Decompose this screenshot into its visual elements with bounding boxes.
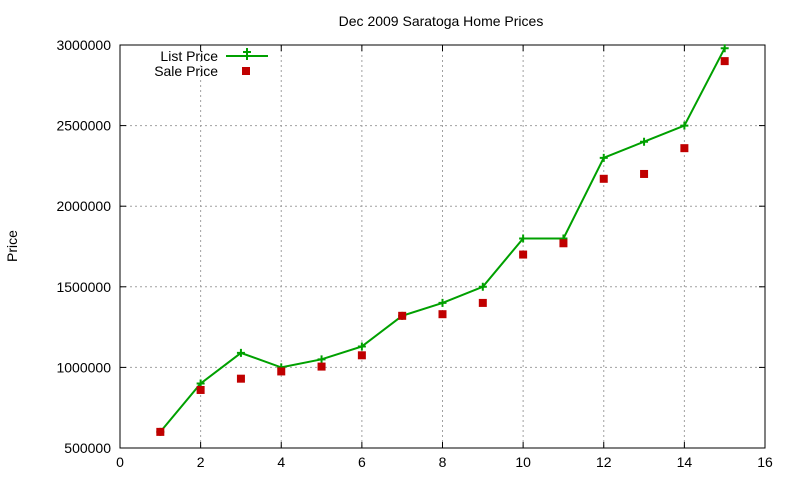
- sale-price-point: [680, 144, 689, 153]
- sale-price-point: [277, 367, 286, 376]
- axis-ticks: 0 2 4 6 8 10 12 14 16 500000 1000000 1500000 2000000…: [56, 37, 773, 470]
- x-tick-label: 14: [677, 454, 693, 470]
- sale-price-point: [156, 427, 165, 436]
- list-price-point: [680, 121, 689, 130]
- sale-price-point: [236, 374, 245, 383]
- y-tick-label: 500000: [64, 440, 111, 456]
- y-tick-label: 2500000: [56, 118, 111, 134]
- list-price-point: [438, 298, 447, 307]
- y-tick-label: 1500000: [56, 279, 111, 295]
- legend: List Price Sale Price: [154, 48, 268, 79]
- list-price-point: [599, 153, 608, 162]
- x-tick-label: 16: [757, 454, 773, 470]
- y-tick-label: 2000000: [56, 198, 111, 214]
- legend-label-sale-price: Sale Price: [154, 63, 218, 79]
- sale-price-point: [196, 385, 205, 394]
- list-price-point: [478, 282, 487, 291]
- list-price-point: [317, 355, 326, 364]
- legend-marker-sale-price: [242, 67, 250, 75]
- x-tick-label: 4: [277, 454, 285, 470]
- x-tick-label: 10: [515, 454, 531, 470]
- legend-label-list-price: List Price: [160, 48, 218, 64]
- sale-price-point: [559, 239, 568, 248]
- sale-price-point: [599, 174, 608, 183]
- list-price-point: [357, 342, 366, 351]
- x-tick-label: 12: [596, 454, 612, 470]
- series-layer: [156, 44, 729, 436]
- sale-price-point: [357, 351, 366, 360]
- list-price-point: [720, 44, 729, 53]
- sale-price-point: [478, 298, 487, 307]
- y-tick-label: 3000000: [56, 37, 111, 53]
- x-tick-label: 8: [439, 454, 447, 470]
- legend-marker-list-price: [243, 48, 251, 60]
- chart-title: Dec 2009 Saratoga Home Prices: [339, 13, 544, 29]
- x-tick-label: 2: [197, 454, 205, 470]
- sale-price-point: [720, 57, 729, 66]
- list-price-point: [519, 234, 528, 243]
- sale-price-point: [640, 169, 649, 178]
- x-tick-label: 6: [358, 454, 366, 470]
- sale-price-point: [438, 310, 447, 319]
- list-price-point: [640, 137, 649, 146]
- x-tick-label: 0: [116, 454, 124, 470]
- sale-price-point: [519, 250, 528, 259]
- list-price-point: [236, 348, 245, 357]
- sale-price-point: [317, 362, 326, 371]
- sale-price-point: [398, 311, 407, 320]
- grid: [120, 45, 765, 448]
- y-tick-label: 1000000: [56, 359, 111, 375]
- y-axis-label: Price: [4, 230, 20, 262]
